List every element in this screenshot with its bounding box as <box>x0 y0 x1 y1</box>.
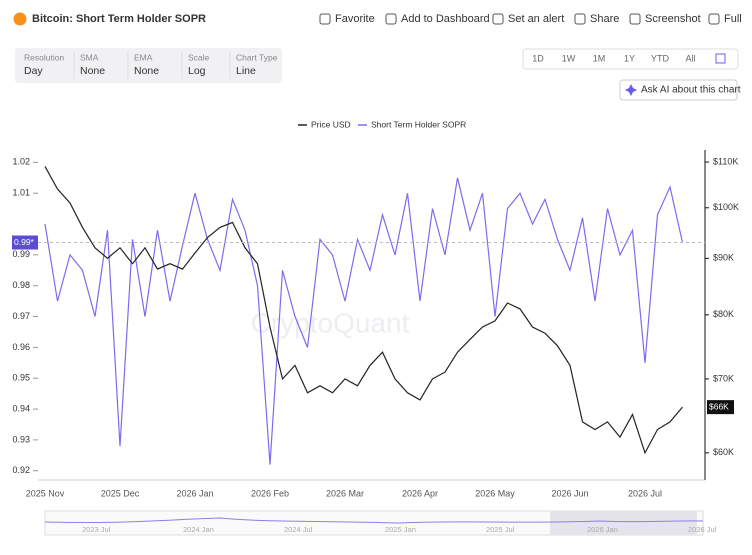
x-tick-label: 2026 Jul <box>628 488 662 498</box>
action-label[interactable]: Set an alert <box>508 13 564 25</box>
action-label[interactable]: Favorite <box>335 13 375 25</box>
y-tick-label: 0.97 <box>12 311 30 321</box>
y-tick-label: 0.94 <box>12 403 30 413</box>
x-tick-label: 2026 Feb <box>251 488 289 498</box>
action-icon[interactable] <box>385 13 397 25</box>
action-icon[interactable] <box>492 13 504 25</box>
watermark: CryptoQuant <box>251 307 410 338</box>
navigator-label: 2025 Jan <box>385 525 416 534</box>
navigator-label: 2026 Jul <box>688 525 717 534</box>
action-icon[interactable] <box>629 13 641 25</box>
navigator-label: 2024 Jul <box>284 525 313 534</box>
control-value[interactable]: None <box>134 65 159 77</box>
action-label[interactable]: Share <box>590 13 619 25</box>
y-tick-label: 0.93 <box>12 434 30 444</box>
control-value[interactable]: Log <box>188 65 206 77</box>
action-icon[interactable] <box>319 13 331 25</box>
y-tick-label: 0.96 <box>12 342 30 352</box>
current-value-label: $66K <box>709 401 729 411</box>
x-tick-label: 2025 Nov <box>26 488 65 498</box>
control-label: EMA <box>134 52 153 62</box>
ask-ai-label[interactable]: Ask AI about this chart <box>641 85 741 96</box>
navigator-selection[interactable] <box>550 511 697 535</box>
range-panel <box>522 48 739 70</box>
y2-tick-label: $70K <box>713 373 734 383</box>
page-title: Bitcoin: Short Term Holder SOPR <box>32 13 206 25</box>
y2-tick-label: $100K <box>713 202 739 212</box>
y-tick-label: 1.02 <box>12 157 30 167</box>
navigator-label: 2023 Jul <box>82 525 111 534</box>
y-tick-label: 1.01 <box>12 188 30 198</box>
control-label: Resolution <box>24 52 64 62</box>
y-tick-label: 0.92 <box>12 465 30 475</box>
control-label: Scale <box>188 52 210 62</box>
control-value[interactable]: Day <box>24 65 43 77</box>
range-button[interactable]: 1Y <box>624 53 635 63</box>
range-button[interactable]: 1D <box>532 53 544 63</box>
action-label[interactable]: Screenshot <box>645 13 701 25</box>
ask-ai-button[interactable] <box>619 79 738 101</box>
x-tick-label: 2026 Apr <box>402 488 438 498</box>
y2-tick-label: $110K <box>713 156 738 166</box>
x-tick-label: 2026 Jan <box>176 488 213 498</box>
y2-tick-label: $60K <box>713 447 734 457</box>
range-button[interactable]: All <box>685 53 695 63</box>
ai-icon <box>625 84 637 96</box>
x-tick-label: 2025 Dec <box>101 488 140 498</box>
legend-label[interactable]: Price USD <box>311 119 351 129</box>
y-tick-label: 0.99 <box>12 249 30 259</box>
navigator-line <box>44 517 704 524</box>
y2-tick-label: $90K <box>713 253 734 263</box>
calendar-icon[interactable] <box>715 53 726 64</box>
navigator-label: 2025 Jul <box>486 525 515 534</box>
control-label: Chart Type <box>236 52 278 62</box>
series-line <box>44 166 683 455</box>
action-icon[interactable] <box>574 13 586 25</box>
x-tick-label: 2026 May <box>475 488 515 498</box>
controls-panel <box>15 48 282 83</box>
y-tick-label: 0.95 <box>12 373 30 383</box>
navigator-label: 2024 Jan <box>183 525 214 534</box>
series-line <box>44 177 684 465</box>
control-label: SMA <box>80 52 99 62</box>
y2-tick-label: $80K <box>713 309 734 319</box>
current-value-tag <box>707 400 734 415</box>
y-tick-label: 0.98 <box>12 280 30 290</box>
navigator-label: 2026 Jan <box>587 525 618 534</box>
current-value-label: 0.99* <box>14 237 35 247</box>
control-value[interactable]: None <box>80 65 105 77</box>
current-value-tag <box>12 235 38 250</box>
action-icon[interactable] <box>708 13 720 25</box>
range-button[interactable]: 1M <box>593 53 606 63</box>
action-label[interactable]: Add to Dashboard <box>401 13 490 25</box>
range-button[interactable]: 1W <box>562 53 576 63</box>
x-tick-label: 2026 Jun <box>551 488 588 498</box>
legend-label[interactable]: Short Term Holder SOPR <box>371 119 466 129</box>
range-button[interactable]: YTD <box>651 53 670 63</box>
action-label[interactable]: Full <box>724 13 742 25</box>
x-tick-label: 2026 Mar <box>326 488 364 498</box>
bitcoin-icon <box>13 12 27 26</box>
control-value[interactable]: Line <box>236 65 256 77</box>
